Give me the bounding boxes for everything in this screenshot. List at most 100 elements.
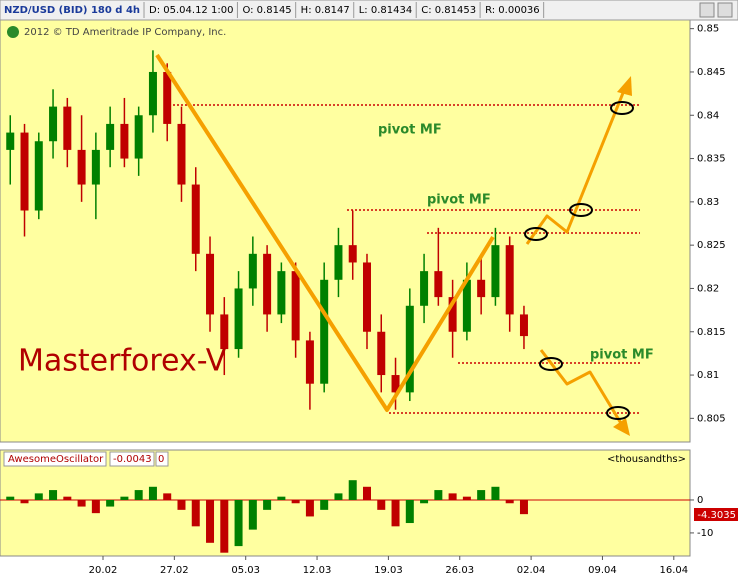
oscillator-bar — [477, 490, 486, 500]
window-button[interactable] — [717, 2, 733, 18]
candle-body — [49, 106, 58, 142]
oscillator-bar — [491, 486, 500, 500]
candle-body — [77, 149, 86, 185]
y-tick-label: 0.815 — [697, 327, 726, 338]
oscillator-bar — [20, 499, 29, 504]
candle-body — [462, 279, 471, 332]
oscillator-bar — [377, 499, 386, 510]
candle-body — [519, 314, 528, 337]
oscillator-bar — [305, 499, 314, 517]
oscillator-bar — [77, 499, 86, 507]
current-value-box — [694, 508, 738, 521]
oscillator-bar — [334, 493, 343, 500]
x-tick-label: 02.04 — [517, 565, 546, 576]
x-tick-label: 26.03 — [445, 565, 474, 576]
y-tick-label: 0 — [697, 495, 703, 506]
x-tick-label: 05.03 — [231, 565, 260, 576]
oscillator-bar — [248, 499, 257, 530]
y-tick-label: 0.805 — [697, 413, 726, 424]
oscillator-bar — [63, 496, 72, 500]
x-tick-label: 09.04 — [588, 565, 617, 576]
x-tick-label: 16.04 — [659, 565, 688, 576]
y-tick-label: 0.835 — [697, 154, 726, 165]
current-value: -4.3035 — [697, 510, 736, 521]
ellipse-mark — [569, 203, 593, 217]
ellipse-mark — [524, 227, 548, 241]
header-field: O: 0.8145 — [242, 5, 291, 16]
candle-body — [491, 245, 500, 298]
oscillator-bar — [362, 486, 371, 500]
candle-body — [120, 123, 129, 159]
oscillator-bar — [106, 499, 115, 507]
oscillator-bar — [220, 499, 229, 553]
candle-body — [34, 141, 43, 211]
info-icon[interactable] — [7, 26, 19, 38]
ellipse-mark — [606, 406, 630, 420]
y-tick-label: -10 — [697, 528, 713, 539]
candle-body — [106, 123, 115, 150]
annotation: pivot MF — [427, 193, 491, 208]
candle-body — [434, 271, 443, 298]
indicator-param: 0 — [158, 454, 164, 465]
oscillator-bar — [320, 499, 329, 510]
oscillator-bar — [34, 493, 43, 500]
arrow-head — [617, 76, 632, 96]
candle-body — [177, 123, 186, 185]
oscillator-bar — [277, 496, 286, 500]
oscillator-bar — [6, 496, 15, 500]
header-field: D: 05.04.12 1:00 — [149, 5, 233, 16]
oscillator-bar — [234, 499, 243, 547]
indicator-name: AwesomeOscillator — [8, 454, 104, 465]
candle-body — [362, 262, 371, 332]
units-label: <thousandths> — [607, 454, 686, 465]
projection-up — [525, 87, 627, 245]
arrow-head — [613, 418, 630, 436]
candle-body — [448, 297, 457, 332]
candle-body — [248, 253, 257, 289]
oscillator-bar — [505, 499, 514, 504]
candle-body — [391, 375, 400, 393]
projection-down — [539, 349, 624, 426]
y-tick-label: 0.81 — [697, 370, 719, 381]
brand-label: Masterforex-V — [18, 344, 227, 379]
y-tick-label: 0.85 — [697, 24, 719, 35]
oscillator-bar — [206, 499, 215, 543]
oscillator-bar — [263, 499, 272, 510]
indicator-box — [155, 451, 169, 467]
candle-body — [377, 331, 386, 376]
oscillator-bar — [405, 499, 414, 524]
window-button[interactable] — [699, 2, 715, 18]
candle-body — [405, 305, 414, 393]
candle-body — [20, 132, 29, 211]
x-tick-label: 19.03 — [374, 565, 403, 576]
header-field: NZD/USD (BID) 180 d 4h — [4, 5, 140, 16]
candle-body — [91, 149, 100, 185]
oscillator-bar — [291, 499, 300, 504]
candle-body — [206, 253, 215, 315]
candle-body — [291, 271, 300, 341]
oscillator-bar — [120, 496, 129, 500]
candle-body — [305, 340, 314, 384]
oscillator-bar — [434, 490, 443, 500]
x-tick-label: 27.02 — [160, 565, 189, 576]
y-tick-label: 0.83 — [697, 197, 719, 208]
oscillator-bar — [420, 499, 429, 504]
candle-body — [477, 279, 486, 298]
indicator-box — [109, 451, 155, 467]
candle-body — [234, 288, 243, 350]
copyright: 2012 © TD Ameritrade IP Company, Inc. — [24, 27, 226, 38]
oscillator-bar — [163, 493, 172, 500]
oscillator-bar — [49, 490, 58, 500]
oscillator-bar — [148, 486, 157, 500]
annotation: pivot MF — [378, 123, 442, 138]
oscillator-bar — [462, 496, 471, 500]
oscillator-bar — [348, 480, 357, 500]
candle-body — [6, 132, 15, 150]
candle-body — [334, 245, 343, 280]
ellipse-mark — [610, 101, 634, 115]
candle-body — [134, 115, 143, 159]
oscillator-panel — [0, 449, 691, 557]
x-tick-label: 20.02 — [89, 565, 118, 576]
header-field: L: 0.81434 — [359, 5, 412, 16]
